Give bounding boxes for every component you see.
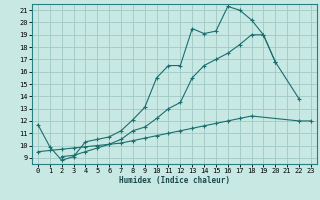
X-axis label: Humidex (Indice chaleur): Humidex (Indice chaleur) (119, 176, 230, 185)
